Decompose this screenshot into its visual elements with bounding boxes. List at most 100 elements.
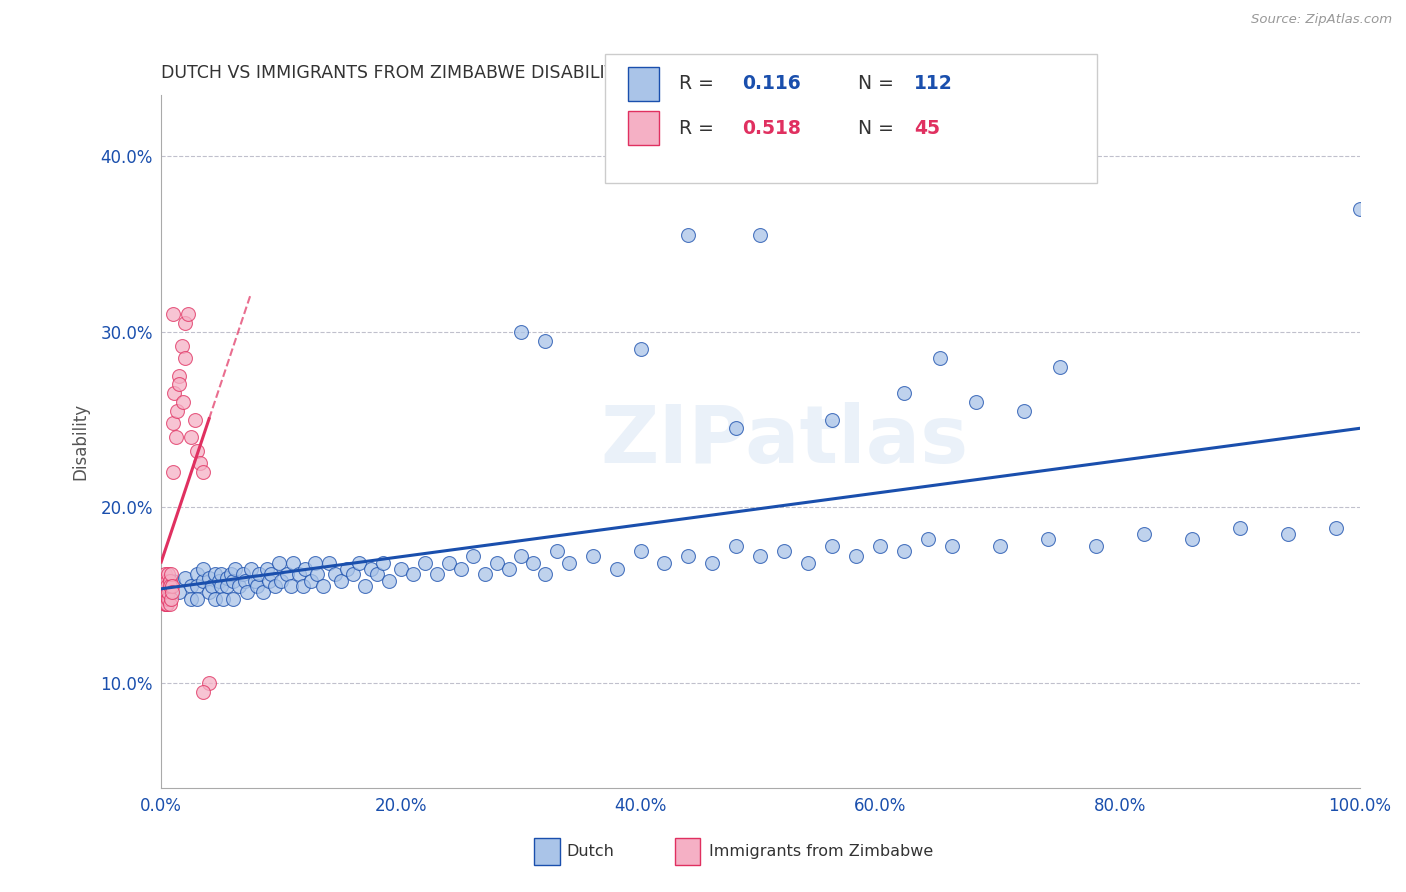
Point <box>581 549 603 564</box>
Point <box>186 567 208 582</box>
Point <box>174 351 197 365</box>
Point <box>159 591 181 606</box>
Point <box>347 557 370 571</box>
Point <box>186 591 208 606</box>
Text: 112: 112 <box>914 74 953 94</box>
Text: ZIPatlas: ZIPatlas <box>600 402 969 481</box>
Point <box>678 228 700 243</box>
Point <box>186 444 208 458</box>
Point <box>336 562 359 576</box>
Point <box>678 549 700 564</box>
Point <box>180 430 202 444</box>
Point <box>280 579 302 593</box>
Point <box>1036 532 1059 546</box>
Point <box>174 570 197 584</box>
Point <box>153 597 176 611</box>
Point <box>246 579 269 593</box>
Point <box>191 562 214 576</box>
Point <box>360 562 382 576</box>
Point <box>260 567 283 582</box>
Point <box>1348 202 1371 216</box>
Point <box>156 591 179 606</box>
Point <box>243 574 266 588</box>
Point <box>155 579 177 593</box>
Point <box>485 557 508 571</box>
Y-axis label: Disability: Disability <box>72 403 89 480</box>
Point <box>167 377 190 392</box>
Point <box>209 567 232 582</box>
Point <box>630 343 652 357</box>
Point <box>167 368 190 383</box>
Point <box>606 562 628 576</box>
Point <box>170 339 193 353</box>
Point <box>366 567 388 582</box>
Point <box>1324 521 1347 535</box>
Point <box>159 597 181 611</box>
Point <box>257 574 280 588</box>
Point <box>1012 403 1035 417</box>
Point <box>1049 359 1071 374</box>
Text: 0.518: 0.518 <box>742 119 801 138</box>
Text: Immigrants from Zimbabwe: Immigrants from Zimbabwe <box>709 845 932 859</box>
Point <box>172 395 194 409</box>
Point <box>522 557 544 571</box>
Point <box>941 539 963 553</box>
Point <box>437 557 460 571</box>
Point <box>474 567 496 582</box>
Point <box>157 584 180 599</box>
Point <box>162 574 184 588</box>
Point <box>188 457 211 471</box>
Point <box>155 584 177 599</box>
Text: Dutch: Dutch <box>567 845 614 859</box>
Point <box>323 567 346 582</box>
Text: R =: R = <box>679 119 720 138</box>
Point <box>291 579 314 593</box>
Point <box>304 557 326 571</box>
Point <box>208 574 231 588</box>
Point <box>174 316 197 330</box>
Point <box>232 567 254 582</box>
Point <box>1181 532 1204 546</box>
Point <box>725 539 748 553</box>
Point <box>988 539 1011 553</box>
Point <box>191 574 214 588</box>
Point <box>509 325 531 339</box>
Point <box>252 584 274 599</box>
Point <box>426 567 449 582</box>
Point <box>165 430 187 444</box>
Point <box>236 584 259 599</box>
Point <box>413 557 436 571</box>
Point <box>204 591 226 606</box>
Point <box>200 579 222 593</box>
Point <box>157 567 180 582</box>
Point <box>191 684 214 698</box>
Point <box>156 597 179 611</box>
Point <box>256 562 278 576</box>
Point <box>845 549 868 564</box>
Point <box>152 574 174 588</box>
Point <box>869 539 891 553</box>
Point <box>186 579 208 593</box>
Point <box>159 567 181 582</box>
Point <box>821 539 844 553</box>
Point <box>222 591 245 606</box>
Point <box>276 567 298 582</box>
Point <box>1277 526 1299 541</box>
Point <box>773 544 796 558</box>
Point <box>209 579 232 593</box>
Point <box>153 567 176 582</box>
Point <box>153 591 176 606</box>
Text: R =: R = <box>679 74 720 94</box>
Text: DUTCH VS IMMIGRANTS FROM ZIMBABWE DISABILITY CORRELATION CHART: DUTCH VS IMMIGRANTS FROM ZIMBABWE DISABI… <box>162 64 820 82</box>
Point <box>198 584 221 599</box>
Point <box>156 574 179 588</box>
Point <box>159 574 181 588</box>
Point <box>1084 539 1107 553</box>
Point <box>155 597 177 611</box>
Point <box>222 574 245 588</box>
Point <box>191 465 214 479</box>
Text: N =: N = <box>858 119 900 138</box>
Point <box>160 579 183 593</box>
Point <box>299 574 322 588</box>
Point <box>450 562 472 576</box>
